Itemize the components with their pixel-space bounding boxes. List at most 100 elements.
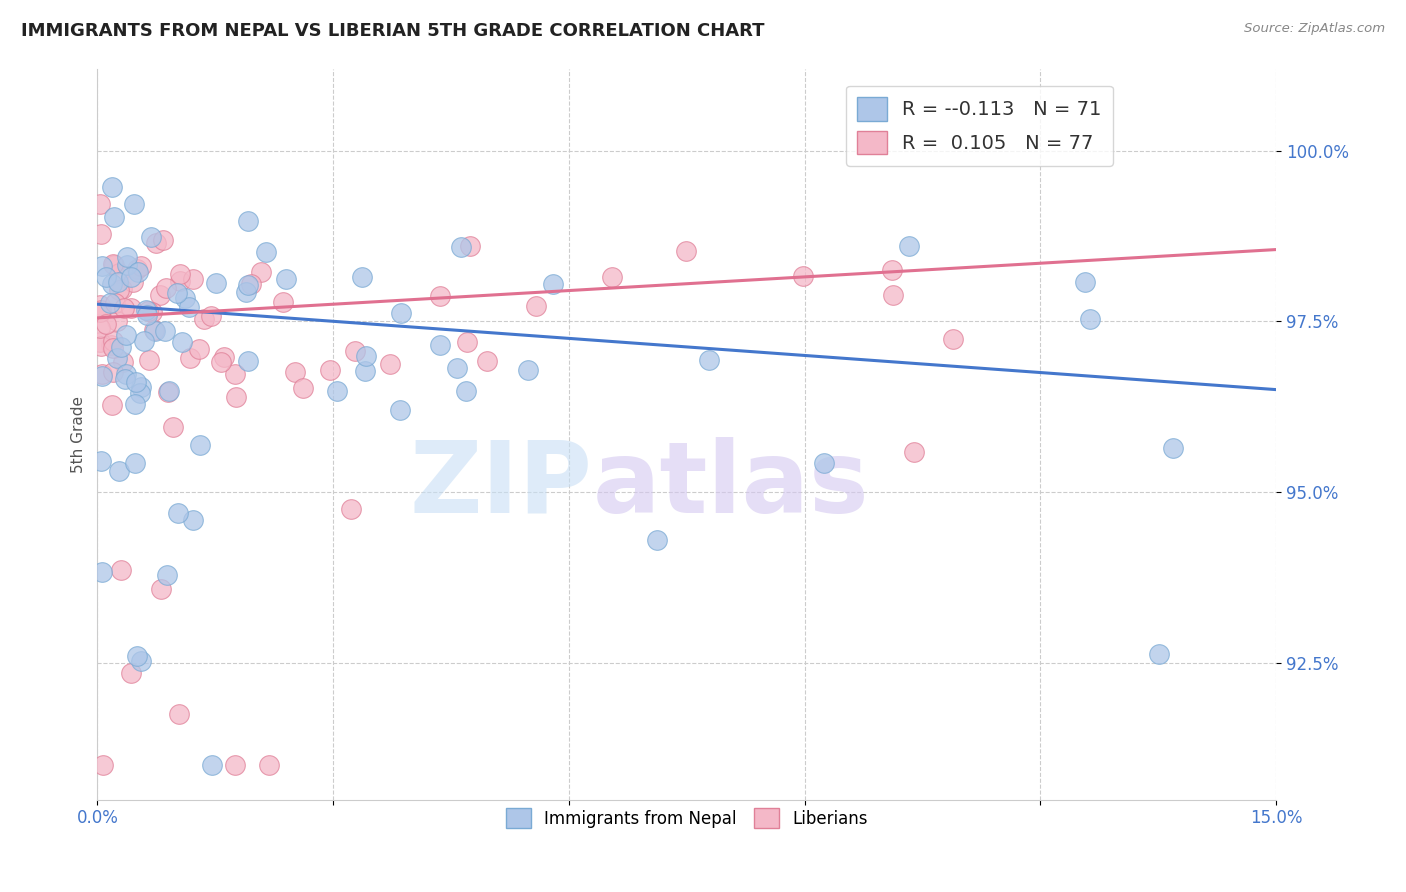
Point <box>340 502 363 516</box>
Point <box>91 368 114 383</box>
Point <box>1147 647 1170 661</box>
Point <box>541 277 564 291</box>
Point <box>162 420 184 434</box>
Point <box>1161 441 1184 455</box>
Point <box>103 258 125 272</box>
Point <box>238 214 260 228</box>
Point <box>90 453 112 467</box>
Point <box>201 758 224 772</box>
Point <box>602 270 624 285</box>
Point <box>132 334 155 349</box>
Point <box>225 390 247 404</box>
Point <box>145 236 167 251</box>
Point <box>1078 312 1101 326</box>
Point <box>103 366 125 380</box>
Point <box>942 332 965 346</box>
Point <box>90 339 112 353</box>
Point <box>292 381 315 395</box>
Point <box>157 384 180 398</box>
Point <box>89 305 111 319</box>
Point <box>101 334 124 349</box>
Point <box>120 301 142 315</box>
Point <box>882 287 904 301</box>
Point <box>353 364 375 378</box>
Point <box>898 238 921 252</box>
Point <box>135 303 157 318</box>
Point <box>115 251 138 265</box>
Point <box>117 258 139 272</box>
Point <box>124 397 146 411</box>
Point <box>236 278 259 293</box>
Point <box>94 317 117 331</box>
Point <box>675 244 697 258</box>
Point <box>125 648 148 663</box>
Point <box>107 266 129 280</box>
Point <box>1074 275 1097 289</box>
Point <box>813 456 835 470</box>
Point <box>271 295 294 310</box>
Point <box>181 271 204 285</box>
Point <box>141 305 163 319</box>
Point <box>105 351 128 366</box>
Point <box>169 267 191 281</box>
Point <box>156 384 179 399</box>
Point <box>120 666 142 681</box>
Point <box>96 269 118 284</box>
Point <box>101 398 124 412</box>
Point <box>105 314 128 328</box>
Point <box>188 438 211 452</box>
Point <box>90 368 112 382</box>
Point <box>129 259 152 273</box>
Point <box>122 197 145 211</box>
Point <box>156 567 179 582</box>
Point <box>111 354 134 368</box>
Point <box>211 355 233 369</box>
Point <box>107 276 129 290</box>
Point <box>107 464 129 478</box>
Point <box>645 533 668 547</box>
Point <box>101 341 124 355</box>
Point <box>250 265 273 279</box>
Point <box>124 457 146 471</box>
Point <box>115 327 138 342</box>
Point <box>90 259 112 273</box>
Point <box>166 286 188 301</box>
Point <box>143 325 166 339</box>
Point <box>128 385 150 400</box>
Point <box>155 281 177 295</box>
Point <box>212 351 235 365</box>
Point <box>173 291 195 305</box>
Point <box>98 296 121 310</box>
Point <box>792 269 814 284</box>
Point <box>139 230 162 244</box>
Point <box>91 758 114 772</box>
Point <box>204 277 226 291</box>
Point <box>104 296 127 310</box>
Point <box>169 274 191 288</box>
Point <box>239 277 262 291</box>
Point <box>149 287 172 301</box>
Point <box>129 380 152 394</box>
Point <box>142 323 165 337</box>
Point <box>475 354 498 368</box>
Point <box>326 384 349 398</box>
Point <box>90 227 112 242</box>
Point <box>429 338 451 352</box>
Text: atlas: atlas <box>592 437 869 533</box>
Point <box>697 352 720 367</box>
Point <box>129 654 152 668</box>
Point <box>446 361 468 376</box>
Point <box>103 210 125 224</box>
Point <box>150 582 173 596</box>
Point <box>429 289 451 303</box>
Point <box>167 706 190 721</box>
Text: Source: ZipAtlas.com: Source: ZipAtlas.com <box>1244 22 1385 36</box>
Point <box>108 283 131 297</box>
Point <box>254 245 277 260</box>
Point <box>350 269 373 284</box>
Point <box>187 343 209 357</box>
Point <box>172 335 194 350</box>
Legend: Immigrants from Nepal, Liberians: Immigrants from Nepal, Liberians <box>499 801 875 835</box>
Point <box>454 384 477 399</box>
Point <box>89 298 111 312</box>
